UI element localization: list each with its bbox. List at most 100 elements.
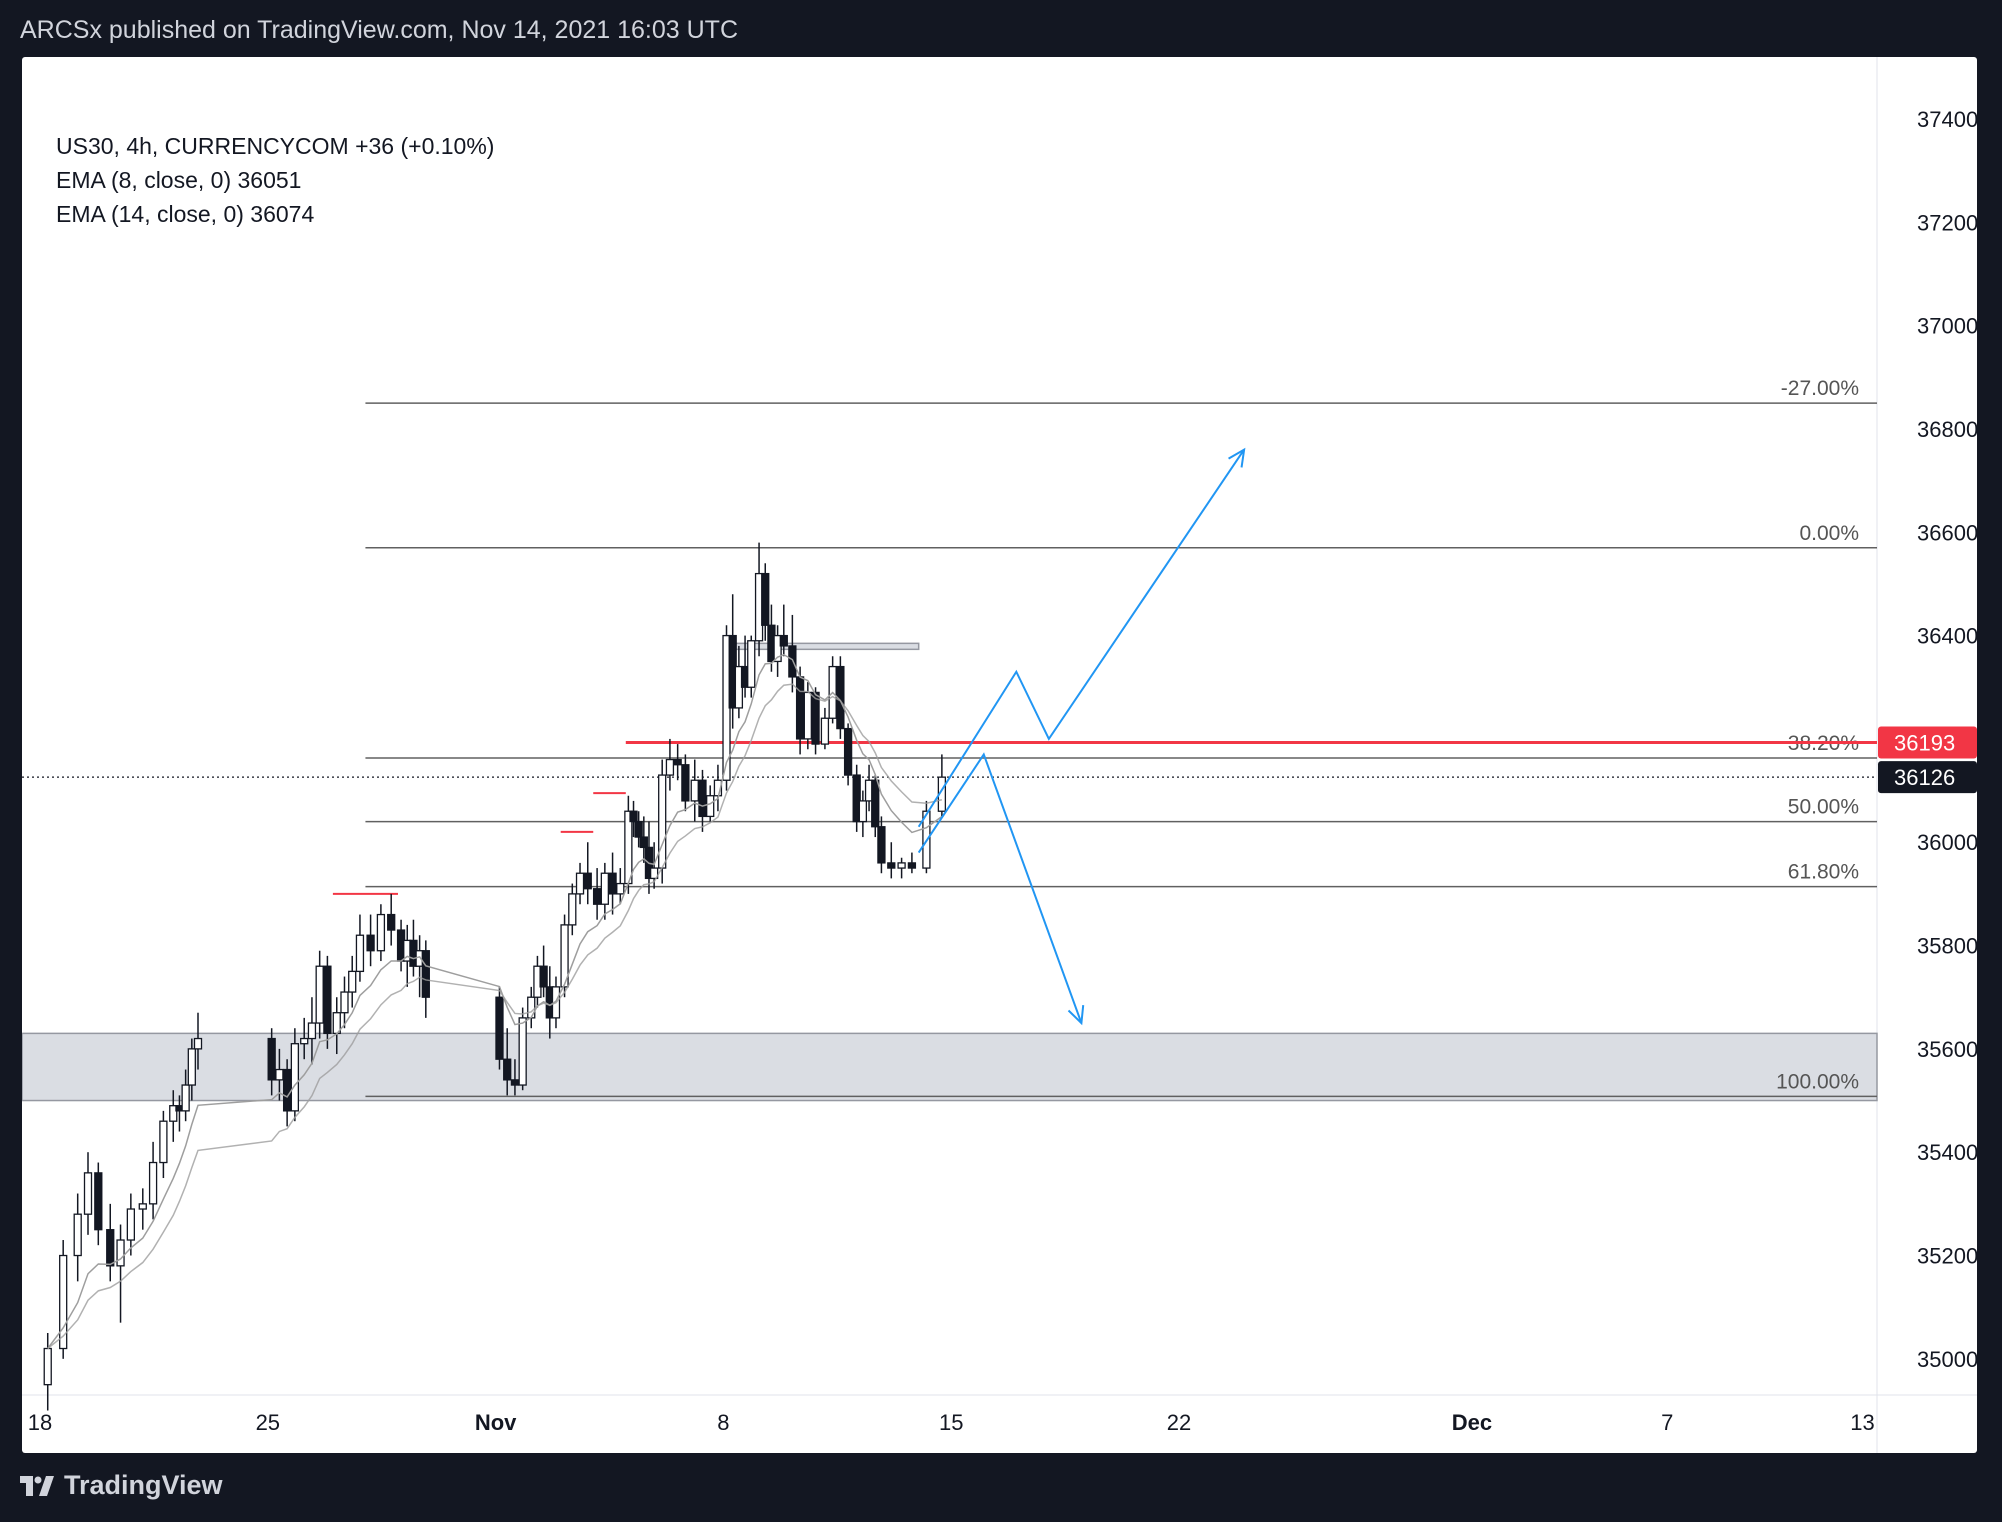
- y-tick-label: 35400: [1917, 1140, 1977, 1165]
- candle-down: [282, 1068, 292, 1112]
- tradingview-logo-text: TradingView: [64, 1470, 223, 1500]
- projection-path: [917, 752, 1083, 1024]
- projection-path: [917, 449, 1245, 828]
- candle-up: [116, 1239, 125, 1267]
- candle-down: [811, 691, 820, 745]
- candle-down: [795, 676, 805, 740]
- candle-up: [290, 1043, 300, 1112]
- candle-up: [616, 882, 625, 895]
- candle-up: [187, 1048, 196, 1086]
- candle-up: [307, 1022, 317, 1040]
- candle-down: [634, 820, 643, 838]
- candle-up: [690, 779, 699, 802]
- ema-line: [47, 653, 943, 1349]
- candle-up: [665, 758, 675, 776]
- candle-up: [275, 1068, 284, 1081]
- candle-up: [138, 1203, 147, 1210]
- legend-symbol: US30, 4h, CURRENCYCOM +36 (+0.10%): [56, 133, 495, 159]
- candle-up: [43, 1347, 52, 1386]
- chart-frame[interactable]: -27.00% 0.00% 38.20% 50.00% 61.80% 100.00% 350…: [22, 57, 1977, 1453]
- candle-down: [592, 888, 602, 905]
- candle-up: [897, 862, 906, 869]
- candle-down: [639, 836, 648, 849]
- resistance-price-tag: [1878, 726, 1977, 759]
- candle-down: [907, 862, 917, 869]
- candle-up: [300, 1037, 309, 1045]
- publish-info: ARCSx published on TradingView.com, Nov …: [20, 16, 738, 44]
- candle-down: [877, 826, 886, 864]
- candle-down: [871, 779, 880, 828]
- y-tick-label: 35000: [1917, 1347, 1977, 1372]
- x-tick-label: 7: [1661, 1410, 1673, 1435]
- candle-up: [159, 1120, 168, 1164]
- candle-down: [629, 810, 638, 823]
- candle-down: [698, 779, 707, 818]
- candle-up: [560, 924, 569, 988]
- candle-up: [355, 934, 365, 973]
- x-tick-label: Nov: [475, 1410, 517, 1435]
- y-tick-label: 36000: [1917, 830, 1977, 855]
- tradingview-logo[interactable]: TradingView: [20, 1470, 223, 1501]
- candle-down: [583, 872, 592, 890]
- candle-down: [106, 1229, 115, 1267]
- candle-up: [658, 774, 667, 869]
- y-tick-label: 37200: [1917, 210, 1977, 235]
- candle-up: [747, 640, 756, 688]
- legend-ema8: EMA (8, close, 0) 36051: [56, 167, 302, 193]
- fib-label: 61.80%: [1788, 861, 1859, 884]
- candle-down: [387, 913, 396, 931]
- candle-down: [94, 1172, 103, 1231]
- candle-down: [267, 1037, 276, 1081]
- candle-up: [376, 913, 386, 952]
- candle-up: [527, 996, 536, 1019]
- tradingview-logo-icon: [20, 1475, 54, 1496]
- last-price-label: 36126: [1894, 765, 1955, 790]
- candle-down: [887, 862, 896, 869]
- fib-label: -27.00%: [1781, 377, 1859, 400]
- candle-up: [858, 800, 868, 823]
- legend: US30, 4h, CURRENCYCOM +36 (+0.10%) EMA (…: [56, 129, 494, 231]
- candle-up: [773, 634, 782, 663]
- y-tick-label: 36600: [1917, 520, 1977, 545]
- arrow-head: [1067, 1005, 1085, 1026]
- candle-up: [803, 691, 812, 740]
- candle-down: [843, 727, 853, 776]
- y-tick-label: 36800: [1917, 417, 1977, 442]
- fib-label: 0.00%: [1799, 522, 1859, 545]
- top-bar: ARCSx published on TradingView.com, Nov …: [0, 0, 2002, 64]
- candle-down: [421, 950, 430, 998]
- candle-up: [126, 1208, 136, 1241]
- y-tick-label: 35800: [1917, 934, 1977, 959]
- x-tick-label: 22: [1167, 1410, 1191, 1435]
- candle-down: [673, 758, 682, 766]
- y-tick-label: 35600: [1917, 1037, 1977, 1062]
- price-chart[interactable]: -27.00%0.00%38.20%50.00%61.80%100.00%350…: [22, 57, 1977, 1453]
- candle-up: [348, 970, 357, 993]
- candle-up: [518, 1017, 527, 1086]
- candle-up: [181, 1084, 190, 1112]
- candle-up: [568, 893, 577, 926]
- candle-up: [315, 965, 324, 1024]
- candle-up: [83, 1172, 93, 1215]
- candle-up: [649, 867, 659, 880]
- candle-down: [366, 934, 375, 952]
- x-tick-label: 13: [1850, 1410, 1874, 1435]
- candle-up: [73, 1213, 82, 1257]
- candle-down: [323, 965, 332, 1035]
- zone-rect: [22, 1032, 1878, 1102]
- legend-ema14: EMA (14, close, 0) 36074: [56, 201, 315, 227]
- fib-label: 100.00%: [1776, 1070, 1859, 1093]
- y-tick-label: 37400: [1917, 107, 1977, 132]
- resistance-price-label: 36193: [1894, 731, 1955, 756]
- candle-up: [148, 1161, 158, 1205]
- x-tick-label: 15: [939, 1410, 963, 1435]
- candle-up: [706, 795, 715, 818]
- candle-down: [503, 1058, 512, 1081]
- y-tick-label: 35200: [1917, 1244, 1977, 1269]
- x-tick-label: 8: [717, 1410, 729, 1435]
- last-price-tag: [1878, 761, 1977, 794]
- candle-up: [59, 1254, 68, 1350]
- arrow-head: [1228, 447, 1246, 468]
- candle-down: [608, 872, 617, 895]
- ema-line: [47, 683, 943, 1350]
